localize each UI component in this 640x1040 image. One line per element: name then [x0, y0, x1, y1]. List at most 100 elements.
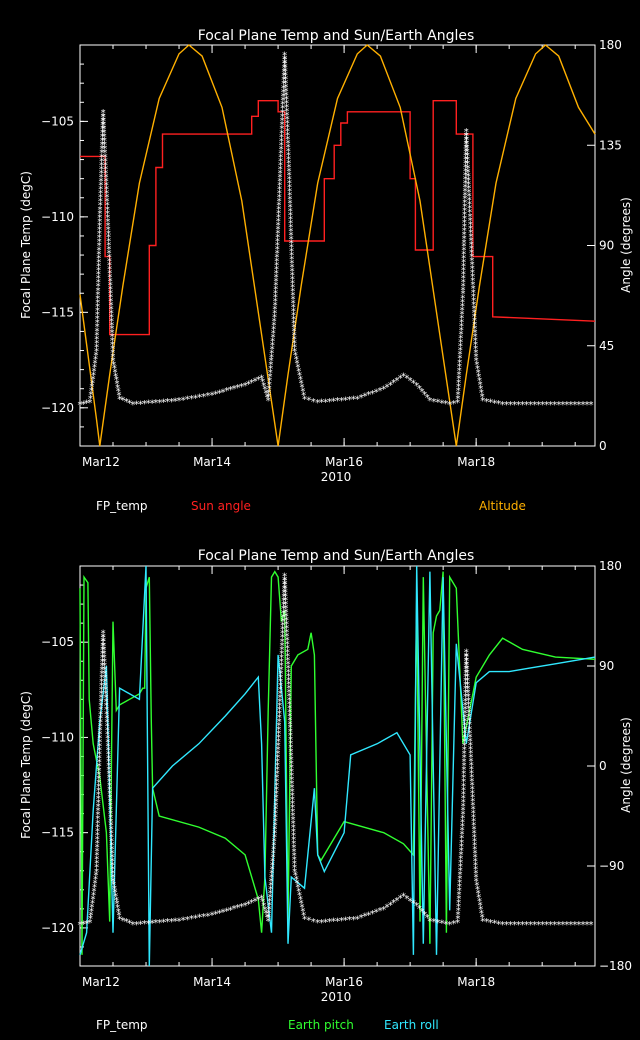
- fp-temp-point: *: [105, 205, 110, 216]
- fp-temp-point: *: [94, 851, 99, 862]
- fp-temp-point: *: [283, 83, 288, 94]
- fp-temp-point: *: [292, 335, 297, 346]
- fp-temp-point: *: [150, 919, 155, 930]
- fp-temp-point: *: [472, 320, 477, 331]
- x-tick-label: Mar12: [82, 455, 120, 469]
- fp-temp-point: *: [105, 721, 110, 732]
- fp-temp-point: *: [468, 228, 473, 239]
- fp-temp-point: *: [290, 287, 295, 298]
- fp-temp-point: *: [272, 829, 277, 840]
- fp-temp-point: *: [473, 352, 478, 363]
- fp-temp-point: *: [95, 830, 100, 841]
- fp-temp-point: *: [142, 919, 147, 930]
- fp-temp-point: *: [283, 584, 288, 595]
- fp-temp-point: *: [272, 837, 277, 848]
- fp-temp-point: *: [106, 229, 111, 240]
- fp-temp-point: *: [283, 591, 288, 602]
- fp-temp-point: *: [279, 657, 284, 668]
- fp-temp-point: *: [109, 845, 114, 856]
- fp-temp-point: *: [469, 772, 474, 783]
- fp-temp-point: *: [107, 781, 112, 792]
- fp-temp-point: *: [266, 908, 271, 919]
- fp-temp-point: *: [261, 901, 266, 912]
- fp-temp-point: *: [291, 839, 296, 850]
- fp-temp-point: *: [476, 888, 481, 899]
- x-tick-label: Mar16: [325, 975, 363, 989]
- fp-temp-point: *: [291, 319, 296, 330]
- fp-temp-point: *: [288, 199, 293, 210]
- fp-temp-point: *: [473, 852, 478, 863]
- fp-temp-point: *: [205, 911, 210, 922]
- fp-temp-point: *: [100, 641, 105, 652]
- fp-temp-point: *: [461, 273, 466, 284]
- y-left-tick-label: −120: [41, 401, 74, 415]
- fp-temp-point: *: [280, 616, 285, 627]
- fp-temp-point: *: [96, 253, 101, 264]
- fp-temp-point: *: [473, 332, 478, 343]
- fp-temp-point: *: [100, 116, 105, 127]
- fp-temp-point: *: [457, 882, 462, 893]
- fp-temp-point: *: [288, 727, 293, 738]
- fp-temp-point: *: [479, 388, 484, 399]
- fp-temp-point: *: [282, 59, 287, 70]
- fp-temp-point: *: [256, 895, 261, 906]
- fp-temp-point: *: [282, 51, 287, 62]
- fp-temp-point: *: [96, 261, 101, 272]
- fp-temp-point: *: [100, 633, 105, 644]
- fp-temp-point: *: [327, 917, 332, 928]
- fp-temp-point: *: [98, 709, 103, 720]
- fp-temp-point: *: [97, 762, 102, 773]
- fp-temp-point: *: [95, 814, 100, 825]
- fp-temp-point: *: [472, 324, 477, 335]
- fp-temp-point: *: [96, 774, 101, 785]
- fp-temp-point: *: [98, 717, 103, 728]
- fp-temp-point: *: [470, 796, 475, 807]
- fp-temp-point: *: [479, 908, 484, 919]
- x-tick-label: Mar12: [82, 975, 120, 989]
- fp-temp-point: *: [466, 183, 471, 194]
- fp-temp-point: *: [291, 827, 296, 838]
- fp-temp-point: *: [268, 880, 273, 891]
- y-right-tick-label: 135: [599, 138, 622, 152]
- fp-temp-point: *: [173, 917, 178, 928]
- fp-temp-point: *: [102, 148, 107, 159]
- fp-temp-point: *: [259, 373, 264, 384]
- fp-temp-point: *: [273, 284, 278, 295]
- legend-altitude: Altitude: [479, 499, 526, 513]
- fp-temp-point: *: [462, 729, 467, 740]
- fp-temp-point: *: [468, 748, 473, 759]
- fp-temp-point: *: [470, 800, 475, 811]
- fp-temp-point: *: [90, 374, 95, 385]
- fp-temp-point: *: [473, 344, 478, 355]
- fp-temp-point: *: [456, 910, 461, 921]
- fp-temp-point: *: [291, 299, 296, 310]
- fp-temp-point: *: [106, 233, 111, 244]
- fp-temp-point: *: [283, 599, 288, 610]
- fp-temp-point: *: [108, 277, 113, 288]
- fp-temp-point: *: [461, 761, 466, 772]
- fp-temp-point: *: [276, 741, 281, 752]
- fp-temp-point: *: [472, 828, 477, 839]
- fp-temp-point: *: [275, 236, 280, 247]
- legend-earth-roll: Earth roll: [384, 1018, 439, 1032]
- fp-temp-point: *: [457, 878, 462, 889]
- fp-temp-point: *: [528, 400, 533, 411]
- fp-temp-point: *: [458, 858, 463, 869]
- y-right-tick-label: −180: [599, 959, 632, 973]
- fp-temp-point: *: [469, 248, 474, 259]
- fp-temp-point: *: [103, 685, 108, 696]
- fp-temp-point: *: [108, 805, 113, 816]
- fp-temp-point: *: [460, 301, 465, 312]
- fp-temp-point: *: [469, 244, 474, 255]
- fp-temp-point: *: [106, 757, 111, 768]
- fp-temp-point: *: [291, 327, 296, 338]
- fp-temp-point: *: [536, 400, 541, 411]
- fp-temp-point: *: [114, 375, 119, 386]
- fp-temp-point: *: [286, 663, 291, 674]
- fp-temp-point: *: [97, 742, 102, 753]
- fp-temp-point: *: [108, 280, 113, 291]
- fp-temp-point: *: [105, 209, 110, 220]
- fp-temp-point: *: [181, 395, 186, 406]
- fp-temp-point: *: [100, 120, 105, 131]
- fp-temp-point: *: [97, 733, 102, 744]
